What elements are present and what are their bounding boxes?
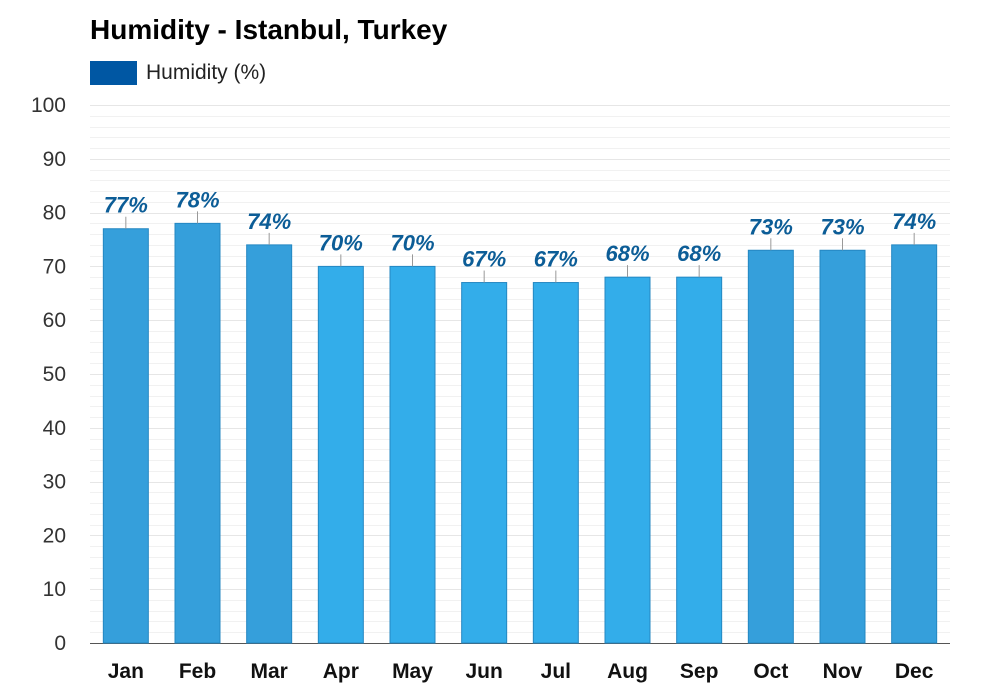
y-tick-label: 90 (43, 148, 66, 171)
bar-may (389, 265, 436, 644)
y-tick-label: 60 (43, 309, 66, 332)
y-tick-label: 80 (43, 202, 66, 225)
bar-dec (891, 244, 938, 644)
bar-jun (461, 282, 508, 644)
x-tick-label-jan: Jan (108, 660, 144, 683)
value-label-oct: 73% (749, 214, 793, 239)
value-label-apr: 70% (319, 230, 363, 255)
y-tick-label: 0 (54, 632, 66, 655)
legend-swatch (90, 61, 137, 85)
bar-apr (317, 265, 364, 644)
x-tick-label-dec: Dec (895, 660, 934, 683)
bar-sep (676, 276, 723, 644)
chart-title: Humidity - Istanbul, Turkey (90, 14, 448, 45)
bar-nov (819, 249, 866, 644)
value-label-jan: 77% (104, 193, 148, 218)
y-axis: 0 10 20 30 40 50 60 70 80 90 100 (31, 94, 66, 655)
bar-feb (174, 222, 221, 644)
x-tick-label-feb: Feb (179, 660, 216, 683)
y-tick-label: 50 (43, 363, 66, 386)
bars (102, 222, 938, 644)
value-label-nov: 73% (820, 214, 864, 239)
bar-jul (532, 282, 579, 644)
value-label-sep: 68% (677, 241, 721, 266)
grid-lines (90, 105, 950, 644)
x-tick-label-sep: Sep (680, 660, 719, 683)
y-tick-label: 30 (43, 471, 66, 494)
y-tick-label: 20 (43, 524, 66, 547)
y-tick-label: 70 (43, 255, 66, 278)
value-label-aug: 68% (605, 241, 649, 266)
value-label-may: 70% (390, 230, 434, 255)
value-label-jun: 67% (462, 247, 506, 272)
x-tick-label-mar: Mar (250, 660, 287, 683)
legend-label: Humidity (%) (146, 61, 267, 84)
y-tick-label: 100 (31, 94, 66, 117)
y-tick-label: 10 (43, 578, 66, 601)
x-tick-label-jul: Jul (541, 660, 571, 683)
y-tick-label: 40 (43, 417, 66, 440)
x-tick-label-apr: Apr (323, 660, 359, 683)
bar-jan (102, 228, 149, 644)
x-tick-label-oct: Oct (753, 660, 788, 683)
x-tick-label-aug: Aug (607, 660, 648, 683)
bar-oct (747, 249, 794, 644)
value-label-mar: 74% (247, 209, 291, 234)
value-label-dec: 74% (892, 209, 936, 234)
x-tick-label-jun: Jun (465, 660, 502, 683)
x-tick-label-nov: Nov (823, 660, 863, 683)
bar-aug (604, 276, 651, 644)
bar-mar (246, 244, 293, 644)
value-label-feb: 78% (175, 187, 219, 212)
value-labels: 77% 78% 74% 70% 70% 67% 67% 68% 68% 73% 73% 74% (104, 187, 936, 283)
x-axis: Jan Feb Mar Apr May Jun Jul Aug Sep Oct Nov Dec (108, 660, 934, 683)
chart-legend: Humidity (%) (90, 61, 266, 85)
value-label-jul: 67% (534, 247, 578, 272)
x-tick-label-may: May (392, 660, 433, 683)
